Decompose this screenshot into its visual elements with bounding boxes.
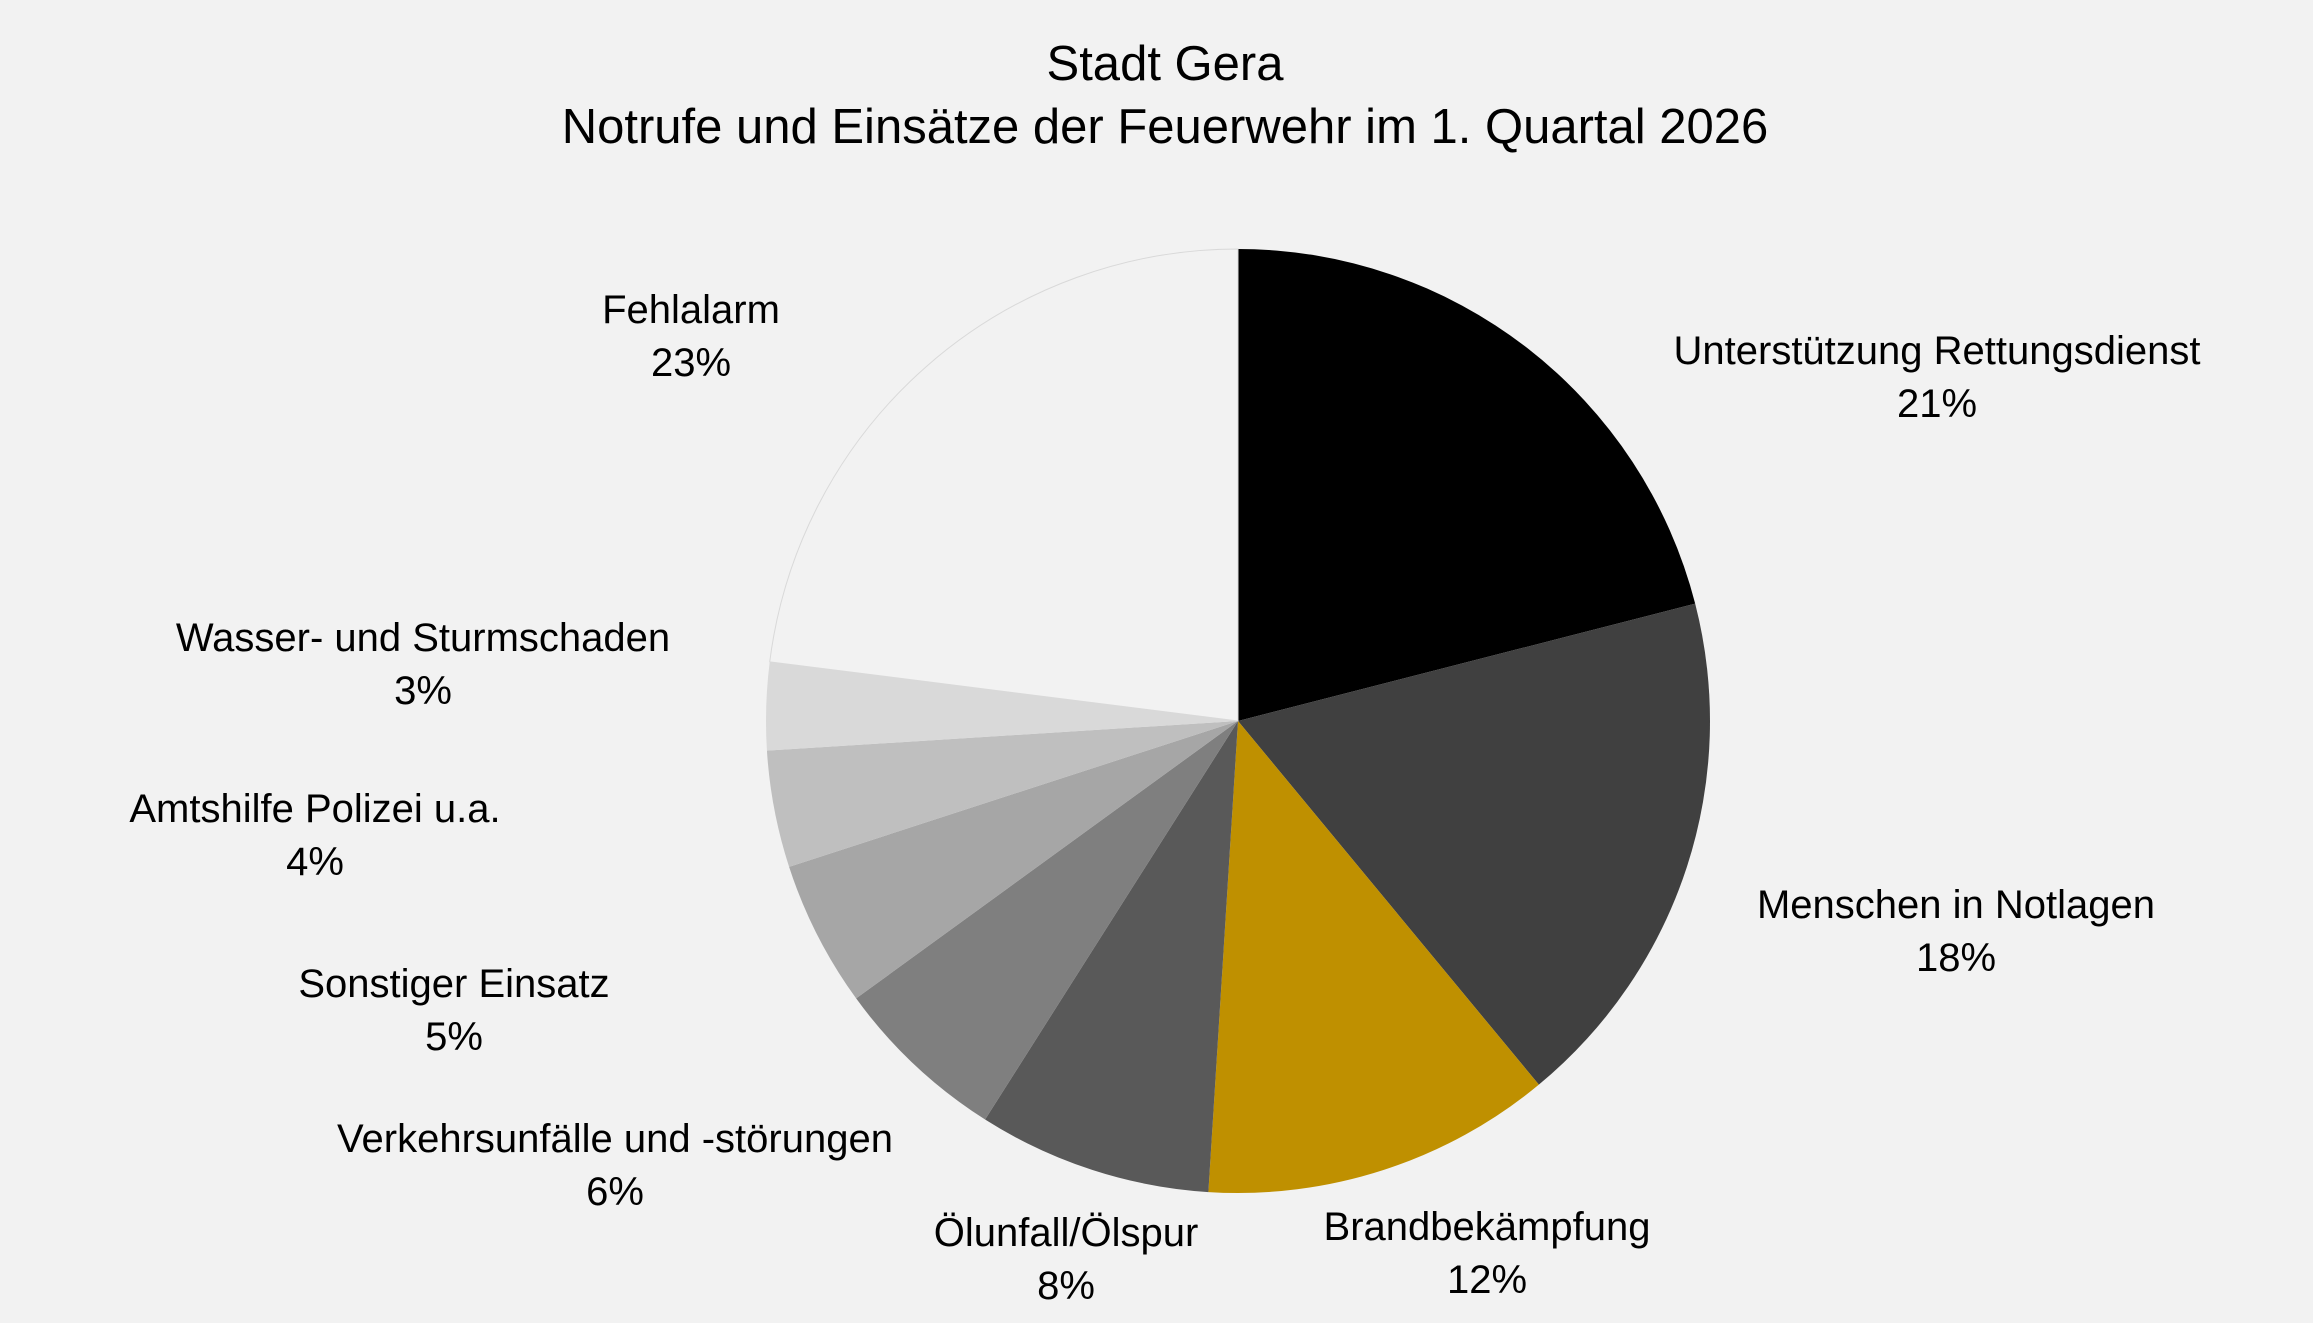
slice-label-2: Menschen in Notlagen [1757,883,2155,927]
pie-slice-6 [789,721,1238,999]
pie-slice-7 [766,721,1238,867]
pie-slice-3 [1208,721,1539,1194]
slice-label-5: Verkehrsunfälle und -störungen [337,1117,893,1161]
slice-value-label-1: 21% [1897,382,1977,426]
pie-slice-4 [985,721,1238,1193]
slice-label-6: Sonstiger Einsatz [298,962,609,1006]
slice-value-label-5: 6% [586,1170,644,1214]
slice-label-4: Ölunfall/Ölspur [934,1211,1199,1255]
pie-slice-8 [765,661,1238,751]
pie-slice-9 [769,248,1239,722]
pie-slice-2 [1238,603,1710,1085]
chart-title: Stadt Gera [1047,37,1285,91]
slice-value-label-6: 5% [425,1015,483,1059]
slice-label-3: Brandbekämpfung [1324,1205,1651,1249]
slice-value-label-8: 3% [394,669,452,713]
slice-value-label-7: 4% [286,840,344,884]
slice-value-label-2: 18% [1916,936,1996,980]
pie-slice-1 [1238,249,1696,721]
slice-value-label-4: 8% [1037,1264,1095,1308]
slice-label-7: Amtshilfe Polizei u.a. [129,787,500,831]
slice-label-9: Fehlalarm [602,288,780,332]
slice-label-8: Wasser- und Sturmschaden [176,616,670,660]
pie-slice-5 [856,721,1238,1120]
chart-subtitle: Notrufe und Einsätze der Feuerwehr im 1.… [562,100,1769,154]
slice-label-1: Unterstützung Rettungsdienst [1674,329,2201,373]
slice-value-label-9: 23% [651,341,731,385]
pie-labels: Unterstützung Rettungsdienst 21% Menschen … [129,288,2200,1308]
slice-value-label-3: 12% [1447,1258,1527,1302]
pie-slices [765,248,1710,1194]
